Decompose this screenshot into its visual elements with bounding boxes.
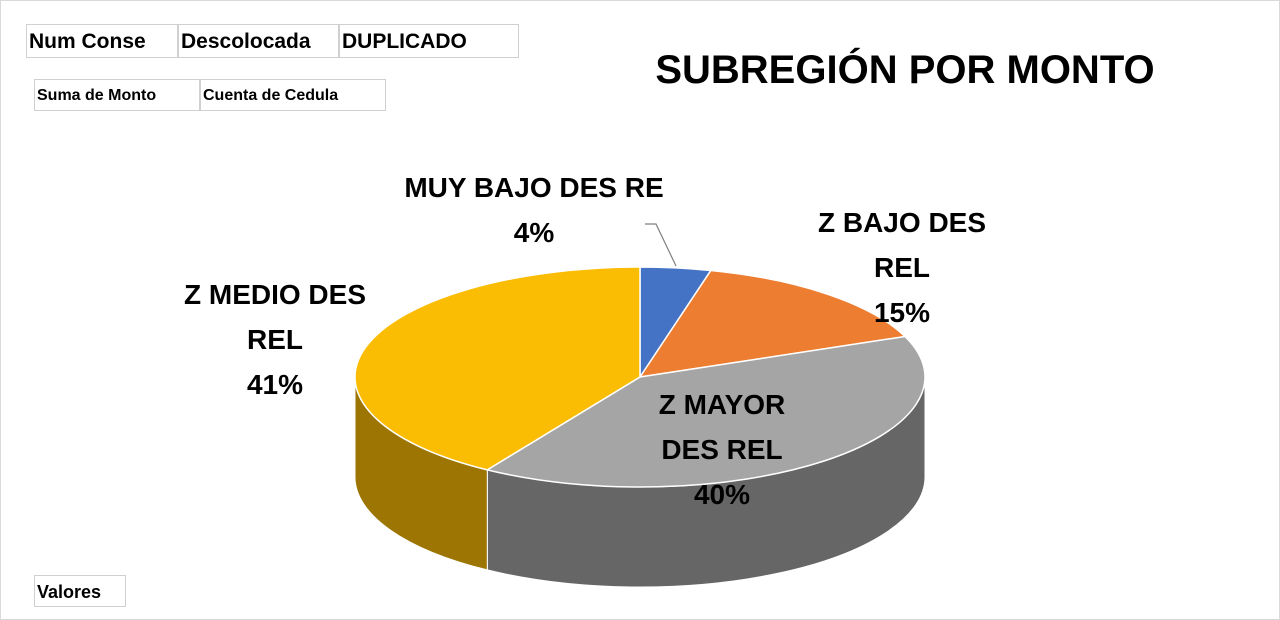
category-label: Z BAJO DES REL bbox=[817, 207, 987, 283]
data-label: Z MEDIO DES REL 41% bbox=[165, 272, 385, 407]
data-label: Z BAJO DES REL 15% bbox=[802, 200, 1002, 335]
filter-button[interactable]: Num Conse bbox=[26, 24, 178, 58]
pie-slice bbox=[354, 266, 641, 471]
data-label: MUY BAJO DES RE 4% bbox=[384, 165, 684, 255]
value-label: 15% bbox=[873, 297, 931, 328]
filter-button[interactable]: DUPLICADO bbox=[339, 24, 519, 58]
category-label: MUY BAJO DES RE bbox=[404, 172, 664, 203]
pie-slice bbox=[485, 335, 926, 488]
pie-slice bbox=[638, 269, 907, 378]
category-label: Z MAYOR DES REL bbox=[658, 389, 786, 465]
value-button[interactable]: Suma de Monto bbox=[34, 79, 200, 111]
value-label: 40% bbox=[693, 479, 751, 510]
category-label: Z MEDIO DES REL bbox=[183, 279, 366, 355]
axis-button[interactable]: Valores bbox=[34, 575, 126, 607]
value-label: 41% bbox=[246, 369, 304, 400]
filter-button[interactable]: Descolocada bbox=[178, 24, 339, 58]
leader-line bbox=[645, 223, 677, 267]
value-label: 4% bbox=[513, 217, 555, 248]
pie-tops bbox=[354, 266, 926, 488]
data-label: Z MAYOR DES REL 40% bbox=[637, 382, 807, 517]
value-button[interactable]: Cuenta de Cedula bbox=[200, 79, 386, 111]
chart-title: SUBREGIÓN POR MONTO bbox=[655, 48, 1155, 92]
